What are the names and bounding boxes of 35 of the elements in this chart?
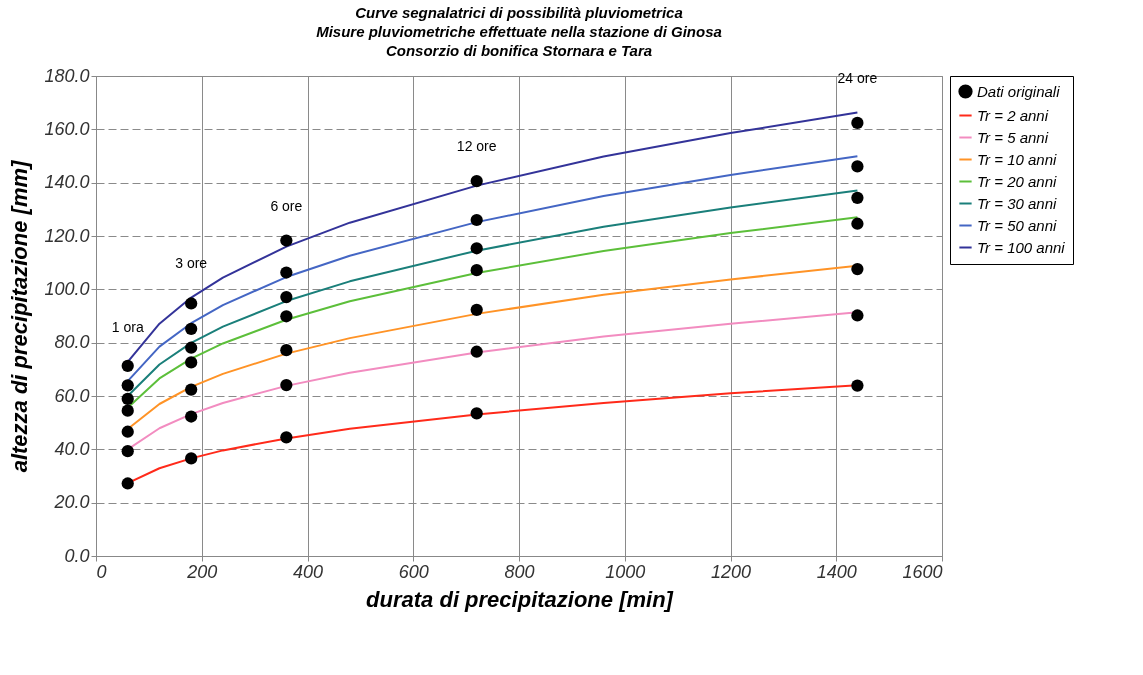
annotation: 1 ora <box>111 318 144 335</box>
legend-label: Tr = 5 anni <box>977 128 1049 146</box>
x-tick-label: 600 <box>398 561 429 582</box>
x-tick-label: 1600 <box>902 561 943 582</box>
annotation: 12 ore <box>456 138 497 155</box>
legend-label: Tr = 30 anni <box>977 194 1058 212</box>
y-tick-label: 20.0 <box>53 492 90 513</box>
y-tick-label: 100.0 <box>44 278 90 299</box>
x-tick-label: 1200 <box>710 561 752 582</box>
x-tick-label: 0 <box>96 561 107 582</box>
y-tick-label: 120.0 <box>44 225 90 246</box>
x-tick-label: 400 <box>292 561 324 582</box>
y-tick-label: 180.0 <box>44 65 90 86</box>
x-axis-title: durata di precipitazione [min] <box>366 586 674 612</box>
y-tick-label: 60.0 <box>54 385 90 406</box>
y-tick-label: 40.0 <box>54 438 90 459</box>
x-tick-label: 800 <box>504 561 535 582</box>
annotation: 24 ore <box>837 69 878 86</box>
legend-label: Tr = 20 anni <box>977 172 1058 190</box>
x-tick-label: 200 <box>186 561 218 582</box>
x-tick-label: 1000 <box>605 561 646 582</box>
y-tick-label: 140.0 <box>44 172 90 193</box>
y-tick-label: 0.0 <box>64 545 90 566</box>
legend-label: Tr = 2 anni <box>977 106 1049 124</box>
legend-label: Tr = 100 anni <box>977 238 1066 256</box>
annotation: 3 ore <box>175 254 208 271</box>
annotation: 6 ore <box>270 197 303 214</box>
y-tick-label: 80.0 <box>54 332 90 353</box>
y-axis-title: altezza di precipitazione [mm] <box>7 159 33 473</box>
x-tick-label: 1400 <box>816 561 857 582</box>
chart-title: Curve segnalatrici di possibilità pluviometrica Misure pluviometriche effettuate nella stazione di Ginosa Consorzio di bonifica Stornara e Tara <box>316 4 722 59</box>
legend-label: Dati originali <box>977 82 1061 100</box>
legend-label: Tr = 50 anni <box>977 216 1058 234</box>
y-tick-label: 160.0 <box>44 118 90 139</box>
legend-label: Tr = 10 anni <box>977 150 1058 168</box>
